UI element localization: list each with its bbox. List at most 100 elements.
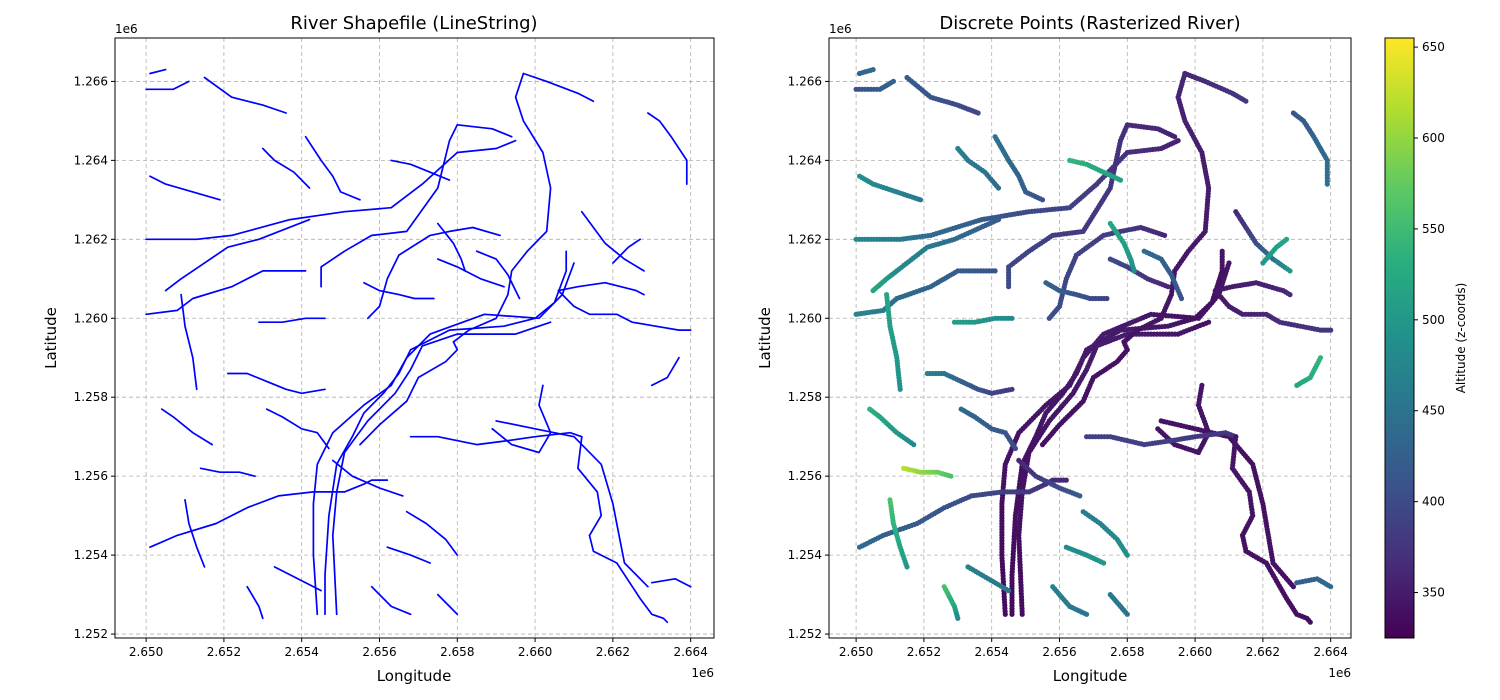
colorbar-tick-label: 550 bbox=[1422, 222, 1445, 236]
chart-title: River Shapefile (LineString) bbox=[290, 13, 537, 34]
river-line bbox=[312, 262, 575, 616]
river-linestring-panel: River Shapefile (LineString) 2.650 2.652 2… bbox=[42, 13, 715, 685]
colorbar: 350 400 450 500 550 600 650 Altitude (z-coords… bbox=[1384, 37, 1468, 639]
x-tick-label: 2.654 bbox=[285, 645, 319, 659]
river-point bbox=[1328, 327, 1334, 333]
x-tick-label: 2.664 bbox=[1313, 645, 1347, 659]
x-tick-label: 2.658 bbox=[1110, 645, 1144, 659]
river-point bbox=[1124, 611, 1130, 617]
y-tick-label: 1.252 bbox=[74, 627, 108, 641]
river-point bbox=[1124, 552, 1130, 558]
river-line bbox=[258, 317, 326, 324]
colorbar-ticks: 350 400 450 500 550 600 650 bbox=[1414, 40, 1445, 600]
river-point bbox=[1117, 177, 1124, 183]
river-line bbox=[331, 321, 552, 616]
river-line bbox=[145, 80, 190, 91]
x-tick-label: 2.650 bbox=[129, 645, 163, 659]
river-line bbox=[436, 222, 466, 272]
y-tick-label: 1.258 bbox=[788, 390, 822, 404]
river-line bbox=[557, 289, 692, 331]
river-point bbox=[870, 67, 876, 73]
river-line bbox=[331, 459, 404, 497]
colorbar-tick-label: 450 bbox=[1422, 404, 1445, 418]
river-line bbox=[405, 510, 459, 556]
river-point bbox=[1219, 248, 1225, 254]
river-line bbox=[557, 281, 645, 296]
y-tick-label: 1.260 bbox=[74, 311, 108, 325]
river-point bbox=[1178, 295, 1185, 302]
river-line bbox=[184, 498, 206, 568]
river-point bbox=[1243, 98, 1249, 104]
y-tick-label: 1.264 bbox=[74, 153, 108, 167]
river-point bbox=[1104, 295, 1110, 302]
plot-frame bbox=[114, 37, 715, 639]
river-line bbox=[363, 281, 435, 300]
river-point bbox=[1284, 236, 1290, 242]
river-line bbox=[647, 112, 688, 185]
river-line bbox=[588, 534, 669, 624]
river-line bbox=[409, 431, 583, 446]
x-axis-label: Longitude bbox=[377, 667, 452, 685]
colorbar-tick-label: 400 bbox=[1422, 495, 1445, 509]
rasterized-points-panel: Discrete Points (Rasterized River) 2.650… bbox=[756, 13, 1352, 685]
river-line bbox=[324, 250, 568, 616]
river-point bbox=[917, 197, 924, 203]
y-tick-label: 1.254 bbox=[788, 548, 822, 562]
river-line bbox=[390, 159, 451, 181]
x-tick-label: 2.660 bbox=[1178, 645, 1212, 659]
river-line bbox=[199, 467, 256, 478]
x-tick-label: 2.654 bbox=[975, 645, 1009, 659]
river-point bbox=[870, 288, 876, 294]
x-tick-label: 2.656 bbox=[1042, 645, 1076, 659]
river-line bbox=[386, 546, 431, 564]
y-tick-label: 1.254 bbox=[74, 548, 108, 562]
y-ticks: 1.252 1.254 1.256 1.258 1.260 1.262 1.264 1.266 bbox=[788, 74, 829, 641]
river-point bbox=[890, 78, 897, 84]
river-line bbox=[226, 372, 326, 395]
river-point bbox=[1328, 584, 1334, 590]
colorbar-tick-label: 500 bbox=[1422, 313, 1445, 327]
river-point bbox=[1226, 260, 1232, 266]
river-point bbox=[1206, 319, 1212, 325]
river-point bbox=[904, 564, 910, 570]
river-point bbox=[1063, 477, 1069, 483]
river-point bbox=[1009, 386, 1015, 392]
river-line bbox=[164, 218, 311, 292]
river-line bbox=[304, 135, 361, 201]
chart-title: Discrete Points (Rasterized River) bbox=[939, 13, 1240, 34]
river-line bbox=[180, 293, 198, 391]
river-line bbox=[246, 585, 264, 620]
river-point bbox=[1101, 560, 1107, 566]
river-point bbox=[995, 185, 1002, 191]
y-tick-label: 1.266 bbox=[788, 74, 822, 88]
river-line bbox=[273, 566, 322, 592]
river-line bbox=[160, 408, 214, 446]
river-point bbox=[1324, 181, 1330, 187]
river-point bbox=[1039, 197, 1046, 203]
river-line bbox=[650, 577, 692, 588]
river-lines bbox=[145, 68, 692, 624]
river-point bbox=[1084, 611, 1090, 617]
river-point bbox=[1009, 315, 1015, 321]
river-line bbox=[612, 238, 641, 264]
river-line bbox=[577, 435, 603, 537]
river-line bbox=[436, 258, 505, 288]
river-line bbox=[495, 420, 649, 588]
x-tick-label: 2.652 bbox=[207, 645, 241, 659]
y-tick-label: 1.262 bbox=[788, 232, 822, 246]
x-tick-label: 2.660 bbox=[518, 645, 552, 659]
river-line bbox=[145, 139, 517, 241]
river-point bbox=[1046, 315, 1052, 321]
river-line bbox=[261, 147, 311, 189]
river-point bbox=[955, 615, 961, 621]
river-line bbox=[145, 270, 307, 316]
river-line bbox=[149, 175, 221, 201]
grid bbox=[115, 38, 714, 638]
x-tick-label: 2.664 bbox=[673, 645, 707, 659]
river-line bbox=[149, 68, 167, 75]
river-line bbox=[580, 210, 645, 272]
river-point bbox=[1155, 426, 1161, 432]
river-line bbox=[650, 356, 680, 387]
x-offset-label: 1e6 bbox=[1328, 666, 1351, 680]
